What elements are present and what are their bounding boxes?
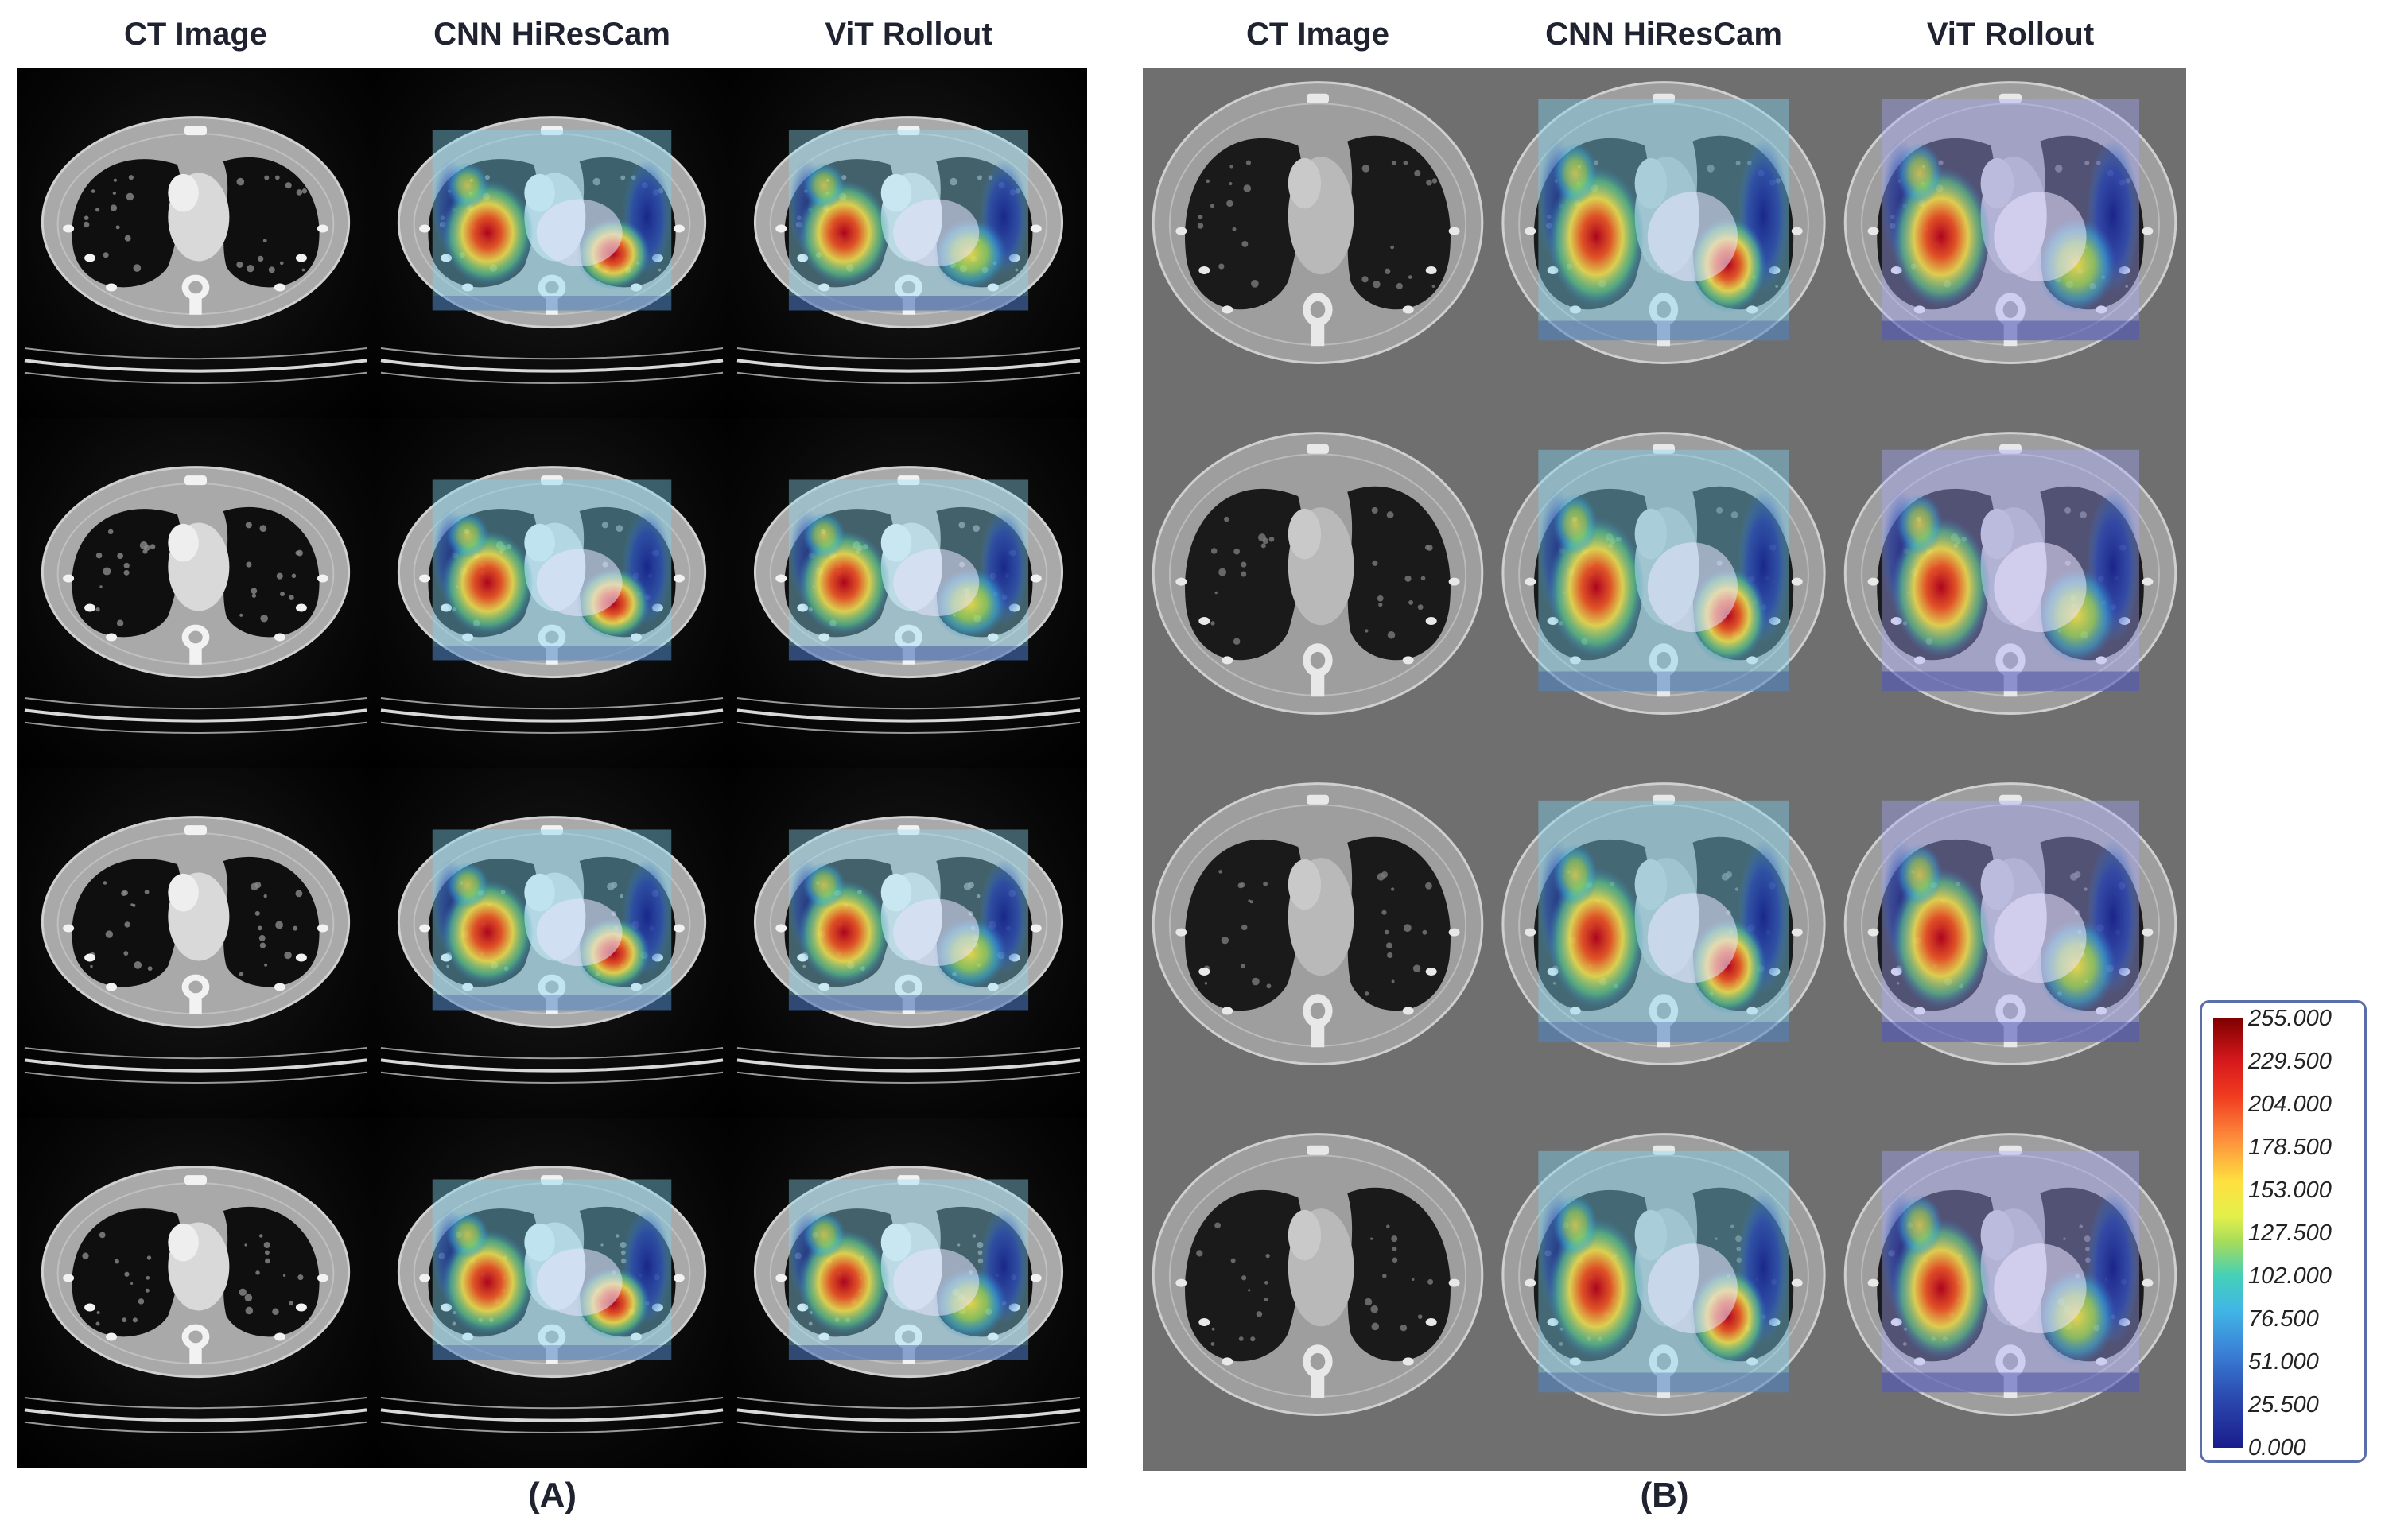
panel-b-ct-image-row-2 xyxy=(1143,419,1493,770)
panel-a-cnn-hirescam-image-row-4 xyxy=(374,1118,730,1468)
panel-b-ct-image-row-3 xyxy=(1143,770,1493,1120)
colorbar-tick-label: 178.500 xyxy=(2248,1135,2332,1160)
panel-b-cnn-hirescam-image-row-3 xyxy=(1493,770,1835,1120)
panel-a-headers: CT Image CNN HiResCam ViT Rollout xyxy=(17,6,1087,62)
colorbar-tick-label: 76.500 xyxy=(2248,1306,2319,1332)
panel-b-vit-rollout-image-row-3 xyxy=(1835,770,2186,1120)
panel-a-cnn-hirescam-image-row-3 xyxy=(374,768,730,1118)
panel-b-cnn-hirescam-image-row-1 xyxy=(1493,68,1835,419)
panel-a-ct-image-row-4 xyxy=(17,1118,374,1468)
panel-a-header-vit: ViT Rollout xyxy=(825,17,992,52)
colorbar-tick-label: 153.000 xyxy=(2248,1177,2332,1203)
panel-a-vit-rollout-image-row-4 xyxy=(730,1118,1087,1468)
panel-a: CT Image CNN HiResCam ViT Rollout (A) xyxy=(17,0,1087,1540)
panel-b-headers: CT Image CNN HiResCam ViT Rollout xyxy=(1143,6,2186,62)
colorbar-tick-label: 255.000 xyxy=(2248,1006,2332,1031)
panel-b-label: (B) xyxy=(1640,1476,1689,1515)
panel-b-vit-rollout-image-row-4 xyxy=(1835,1120,2186,1471)
panel-a-vit-rollout-image-row-3 xyxy=(730,768,1087,1118)
panel-a-image-grid xyxy=(17,68,1087,1468)
panel-a-ct-image-row-3 xyxy=(17,768,374,1118)
colorbar-tick-label: 229.500 xyxy=(2248,1049,2332,1074)
colorbar-tick-label: 51.000 xyxy=(2248,1349,2319,1375)
panel-a-vit-rollout-image-row-2 xyxy=(730,418,1087,768)
panel-b-header-cnn: CNN HiResCam xyxy=(1545,17,1782,52)
panel-b-vit-rollout-image-row-1 xyxy=(1835,68,2186,419)
colorbar-tick-label: 102.000 xyxy=(2248,1263,2332,1289)
panel-b-image-grid xyxy=(1143,68,2186,1471)
panel-b-vit-rollout-image-row-2 xyxy=(1835,419,2186,770)
panel-b-ct-image-row-1 xyxy=(1143,68,1493,419)
panel-b: CT Image CNN HiResCam ViT Rollout (B) xyxy=(1143,0,2186,1540)
panel-a-cnn-hirescam-image-row-1 xyxy=(374,68,730,418)
colorbar-tick-label: 25.500 xyxy=(2248,1392,2319,1418)
colorbar-tick-label: 127.500 xyxy=(2248,1220,2332,1246)
colorbar-gradient xyxy=(2213,1018,2243,1448)
colorbar-tick-label: 0.000 xyxy=(2248,1435,2306,1460)
panel-a-header-cnn: CNN HiResCam xyxy=(433,17,670,52)
panel-a-vit-rollout-image-row-1 xyxy=(730,68,1087,418)
panel-a-label: (A) xyxy=(527,1476,577,1515)
panel-b-header-ct: CT Image xyxy=(1245,17,1390,52)
panel-a-ct-image-row-1 xyxy=(17,68,374,418)
panel-b-ct-image-row-4 xyxy=(1143,1120,1493,1471)
colorbar-legend: 255.000 229.500 204.000 178.500 153.000 127.5… xyxy=(2200,1000,2367,1463)
panel-a-cnn-hirescam-image-row-2 xyxy=(374,418,730,768)
panel-b-cnn-hirescam-image-row-4 xyxy=(1493,1120,1835,1471)
panel-a-header-ct: CT Image xyxy=(123,17,268,52)
panel-a-ct-image-row-2 xyxy=(17,418,374,768)
colorbar-tick-label: 204.000 xyxy=(2248,1092,2332,1117)
panel-b-header-vit: ViT Rollout xyxy=(1926,17,2095,52)
panel-b-cnn-hirescam-image-row-2 xyxy=(1493,419,1835,770)
